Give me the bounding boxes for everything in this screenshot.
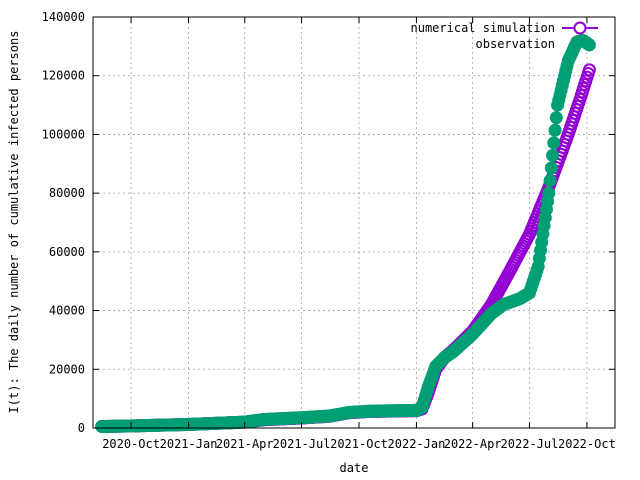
y-tick-label: 40000	[49, 304, 85, 318]
x-tick-label: 2020-Oct	[102, 437, 160, 451]
y-axis-label: I(t): The daily number of cumulative inf…	[7, 31, 21, 414]
legend-entry-label: observation	[476, 37, 555, 51]
x-tick-label: 2022-Oct	[558, 437, 616, 451]
series-observation	[95, 33, 596, 434]
data-point	[549, 111, 563, 125]
x-axis-label: date	[340, 461, 369, 475]
plot-frame	[92, 16, 616, 429]
y-tick-label: 120000	[42, 69, 85, 83]
legend: numerical simulation observation	[411, 21, 598, 51]
y-tick-label: 60000	[49, 245, 85, 259]
legend-entry-label: numerical simulation	[411, 21, 556, 35]
data-point	[544, 161, 558, 175]
data-point	[582, 63, 596, 77]
x-tick-label: 2022-Apr	[444, 437, 502, 451]
y-tick-label: 100000	[42, 127, 85, 141]
y-tick-label: 20000	[49, 362, 85, 376]
series-layer	[95, 33, 596, 434]
data-point	[546, 148, 560, 162]
x-tick-label: 2022-Jul	[501, 437, 559, 451]
tick-marks	[93, 16, 615, 429]
y-tick-label: 80000	[49, 186, 85, 200]
x-tick-label: 2022-Jan	[388, 437, 446, 451]
y-tick-label: 0	[78, 421, 85, 435]
data-point	[543, 174, 557, 188]
data-point	[542, 186, 556, 200]
x-tick-label: 2021-Oct	[330, 437, 388, 451]
data-point	[548, 123, 562, 137]
x-tick-label: 2021-Apr	[216, 437, 274, 451]
x-tick-label: 2021-Jan	[160, 437, 218, 451]
data-point	[547, 136, 561, 150]
y-tick-label: 140000	[42, 10, 85, 24]
series-numerical-simulation	[95, 63, 596, 434]
data-point	[582, 38, 596, 52]
legend-marker	[573, 21, 587, 35]
x-tick-label: 2021-Jul	[273, 437, 331, 451]
tick-labels: 0 20000 40000 60000 80000 100000 120000 140000 2…	[42, 10, 616, 451]
